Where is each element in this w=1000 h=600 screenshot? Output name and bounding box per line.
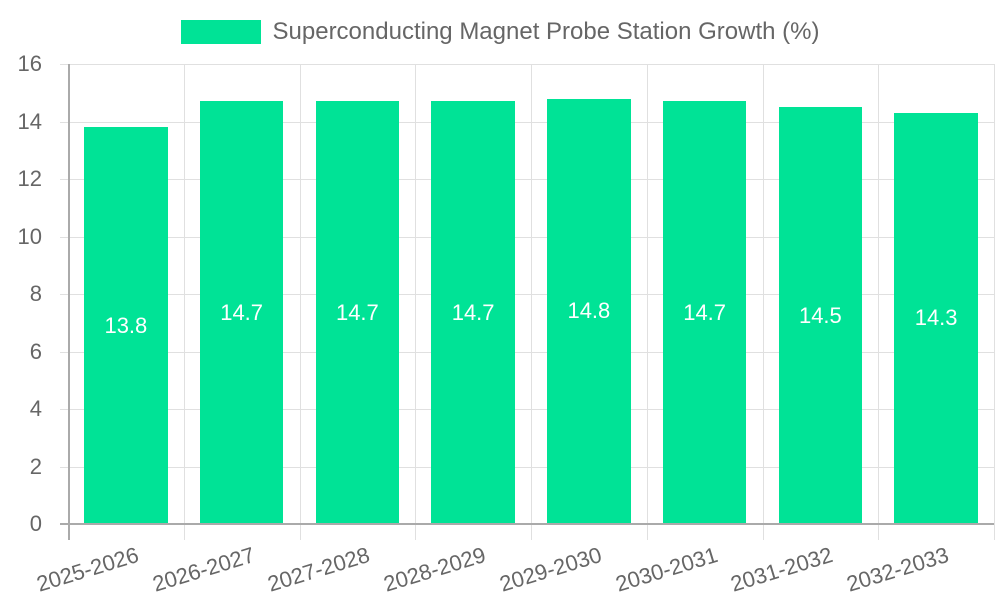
gridline-vertical: [183, 64, 185, 540]
gridline-horizontal: [60, 351, 994, 353]
bar-2027-2028[interactable]: 14.7: [315, 101, 400, 524]
y-tick-label: 4: [29, 396, 42, 421]
plot-area: 0 2 4 6 8 10 12 14 16 13.8 2025-2026 14.7 2026-2027 1…: [18, 51, 995, 597]
bar-2032-2033[interactable]: 14.3: [894, 112, 978, 524]
x-tick-label: 2028-2029: [380, 542, 489, 597]
gridline-vertical: [299, 64, 301, 540]
y-tick-label: 12: [17, 166, 42, 191]
gridline-vertical: [646, 64, 648, 540]
gridline-horizontal: [60, 236, 994, 238]
gridline-vertical: [531, 64, 532, 540]
bar-2030-2031[interactable]: 14.7: [662, 101, 747, 524]
x-tick-label: 2027-2028: [264, 542, 373, 597]
chart-legend[interactable]: Superconducting Magnet Probe Station Gro…: [0, 18, 1000, 46]
gridline-horizontal: [60, 409, 994, 410]
y-tick-label: 10: [17, 223, 42, 249]
x-axis: [60, 523, 994, 525]
bar-value-label: 14.3: [914, 305, 958, 331]
bar-2029-2030[interactable]: 14.8: [547, 98, 631, 524]
gridline-vertical: [994, 64, 995, 540]
bar-value-label: 14.5: [798, 302, 842, 328]
bar-2025-2026[interactable]: 13.8: [84, 127, 168, 524]
gridline-horizontal: [60, 179, 994, 180]
x-tick-label: 2029-2030: [496, 542, 605, 597]
bar-2031-2032[interactable]: 14.5: [778, 107, 863, 524]
bar-value-label: 14.7: [220, 299, 264, 325]
y-axis: [68, 64, 70, 540]
x-tick-label: 2032-2033: [843, 542, 952, 597]
x-tick-label: 2026-2027: [149, 542, 258, 597]
legend-label: Superconducting Magnet Probe Station Gro…: [272, 18, 820, 45]
x-tick-label: 2031-2032: [727, 542, 836, 597]
bar-value-label: 14.7: [683, 299, 727, 325]
bar-2026-2027[interactable]: 14.7: [199, 101, 284, 524]
gridline-horizontal: [60, 64, 994, 65]
gridline-vertical: [415, 64, 417, 540]
x-tick-label: 2025-2026: [33, 542, 142, 597]
bar-2028-2029[interactable]: 14.7: [431, 101, 515, 524]
bar-value-label: 14.7: [335, 299, 379, 325]
gridline-horizontal: [60, 466, 994, 468]
gridline-vertical: [762, 64, 764, 540]
legend-swatch: [180, 20, 261, 44]
bar-value-label: 13.8: [104, 312, 148, 338]
y-tick-label: 6: [29, 338, 42, 364]
y-tick-label: 14: [17, 108, 42, 134]
bar-value-label: 14.7: [451, 299, 495, 325]
x-tick-label: 2030-2031: [612, 542, 721, 597]
gridline-vertical: [878, 64, 880, 540]
y-tick-label: 0: [29, 511, 42, 536]
y-tick-label: 2: [29, 453, 42, 479]
bar-value-label: 14.8: [567, 298, 611, 324]
gridline-horizontal: [60, 294, 994, 295]
y-tick-label: 16: [17, 51, 42, 76]
gridline-horizontal: [60, 121, 994, 123]
y-tick-label: 8: [29, 281, 42, 306]
